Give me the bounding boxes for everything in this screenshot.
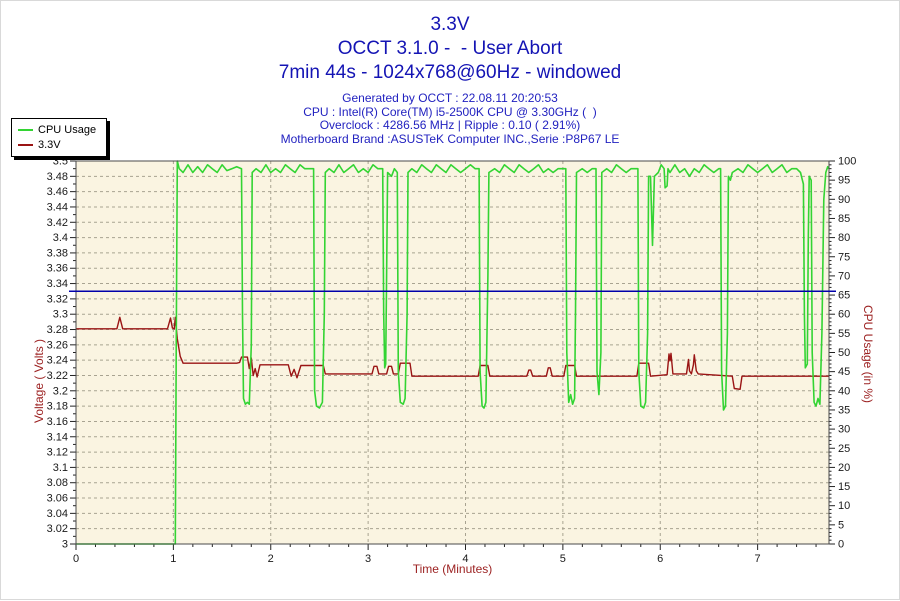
svg-text:7: 7: [755, 553, 761, 565]
svg-text:10: 10: [838, 500, 850, 512]
svg-text:20: 20: [838, 462, 850, 474]
svg-text:3.28: 3.28: [47, 324, 68, 336]
svg-text:45: 45: [838, 366, 850, 378]
svg-text:90: 90: [838, 194, 850, 206]
svg-text:80: 80: [838, 232, 850, 244]
svg-text:40: 40: [838, 385, 850, 397]
svg-text:30: 30: [838, 424, 850, 436]
svg-text:4: 4: [462, 553, 468, 565]
left-axis-title: Voltage ( Volts ): [32, 339, 46, 423]
svg-text:3.14: 3.14: [47, 431, 68, 443]
svg-text:3.5: 3.5: [53, 156, 68, 168]
svg-text:3.24: 3.24: [47, 355, 68, 367]
svg-text:3: 3: [365, 553, 371, 565]
svg-text:70: 70: [838, 270, 850, 282]
svg-text:65: 65: [838, 290, 850, 302]
svg-text:3.48: 3.48: [47, 171, 68, 183]
legend-item-cpu-usage: CPU Usage: [18, 122, 96, 137]
svg-text:3.04: 3.04: [47, 508, 68, 520]
svg-text:3.34: 3.34: [47, 278, 68, 290]
svg-text:60: 60: [838, 309, 850, 321]
svg-text:3.3: 3.3: [53, 309, 68, 321]
svg-text:3.4: 3.4: [53, 232, 68, 244]
svg-text:3: 3: [62, 539, 68, 551]
svg-text:85: 85: [838, 213, 850, 225]
chart-legend: CPU Usage 3.3V: [11, 118, 108, 157]
svg-text:3.26: 3.26: [47, 339, 68, 351]
svg-text:95: 95: [838, 175, 850, 187]
svg-text:75: 75: [838, 251, 850, 263]
svg-text:3.46: 3.46: [47, 186, 68, 198]
svg-text:3.36: 3.36: [47, 263, 68, 275]
svg-text:3.1: 3.1: [53, 462, 68, 474]
svg-text:0: 0: [838, 539, 844, 551]
svg-text:3.32: 3.32: [47, 293, 68, 305]
svg-text:0: 0: [73, 553, 79, 565]
legend-item-voltage: 3.3V: [18, 137, 96, 152]
svg-text:55: 55: [838, 328, 850, 340]
svg-text:5: 5: [560, 553, 566, 565]
svg-text:3.16: 3.16: [47, 416, 68, 428]
svg-text:3.38: 3.38: [47, 247, 68, 259]
svg-text:3.2: 3.2: [53, 385, 68, 397]
svg-text:3.02: 3.02: [47, 523, 68, 535]
svg-text:3.12: 3.12: [47, 447, 68, 459]
svg-text:100: 100: [838, 156, 856, 168]
svg-text:1: 1: [170, 553, 176, 565]
legend-label-cpu-usage: CPU Usage: [38, 123, 97, 136]
svg-text:15: 15: [838, 481, 850, 493]
cpu-usage-line-swatch: [18, 128, 33, 131]
svg-text:3.44: 3.44: [47, 201, 68, 213]
svg-text:3.18: 3.18: [47, 401, 68, 413]
right-axis-title: CPU Usage (in %): [861, 305, 875, 403]
svg-text:3.22: 3.22: [47, 370, 68, 382]
svg-text:5: 5: [838, 519, 844, 531]
svg-text:35: 35: [838, 404, 850, 416]
voltage-line-swatch: [18, 143, 33, 146]
svg-text:25: 25: [838, 443, 850, 455]
svg-text:3.06: 3.06: [47, 493, 68, 505]
svg-text:3.08: 3.08: [47, 477, 68, 489]
x-axis-title: Time (Minutes): [413, 562, 493, 576]
legend-label-voltage: 3.3V: [38, 138, 61, 151]
svg-text:6: 6: [657, 553, 663, 565]
svg-text:3.42: 3.42: [47, 217, 68, 229]
svg-text:50: 50: [838, 347, 850, 359]
svg-text:2: 2: [268, 553, 274, 565]
